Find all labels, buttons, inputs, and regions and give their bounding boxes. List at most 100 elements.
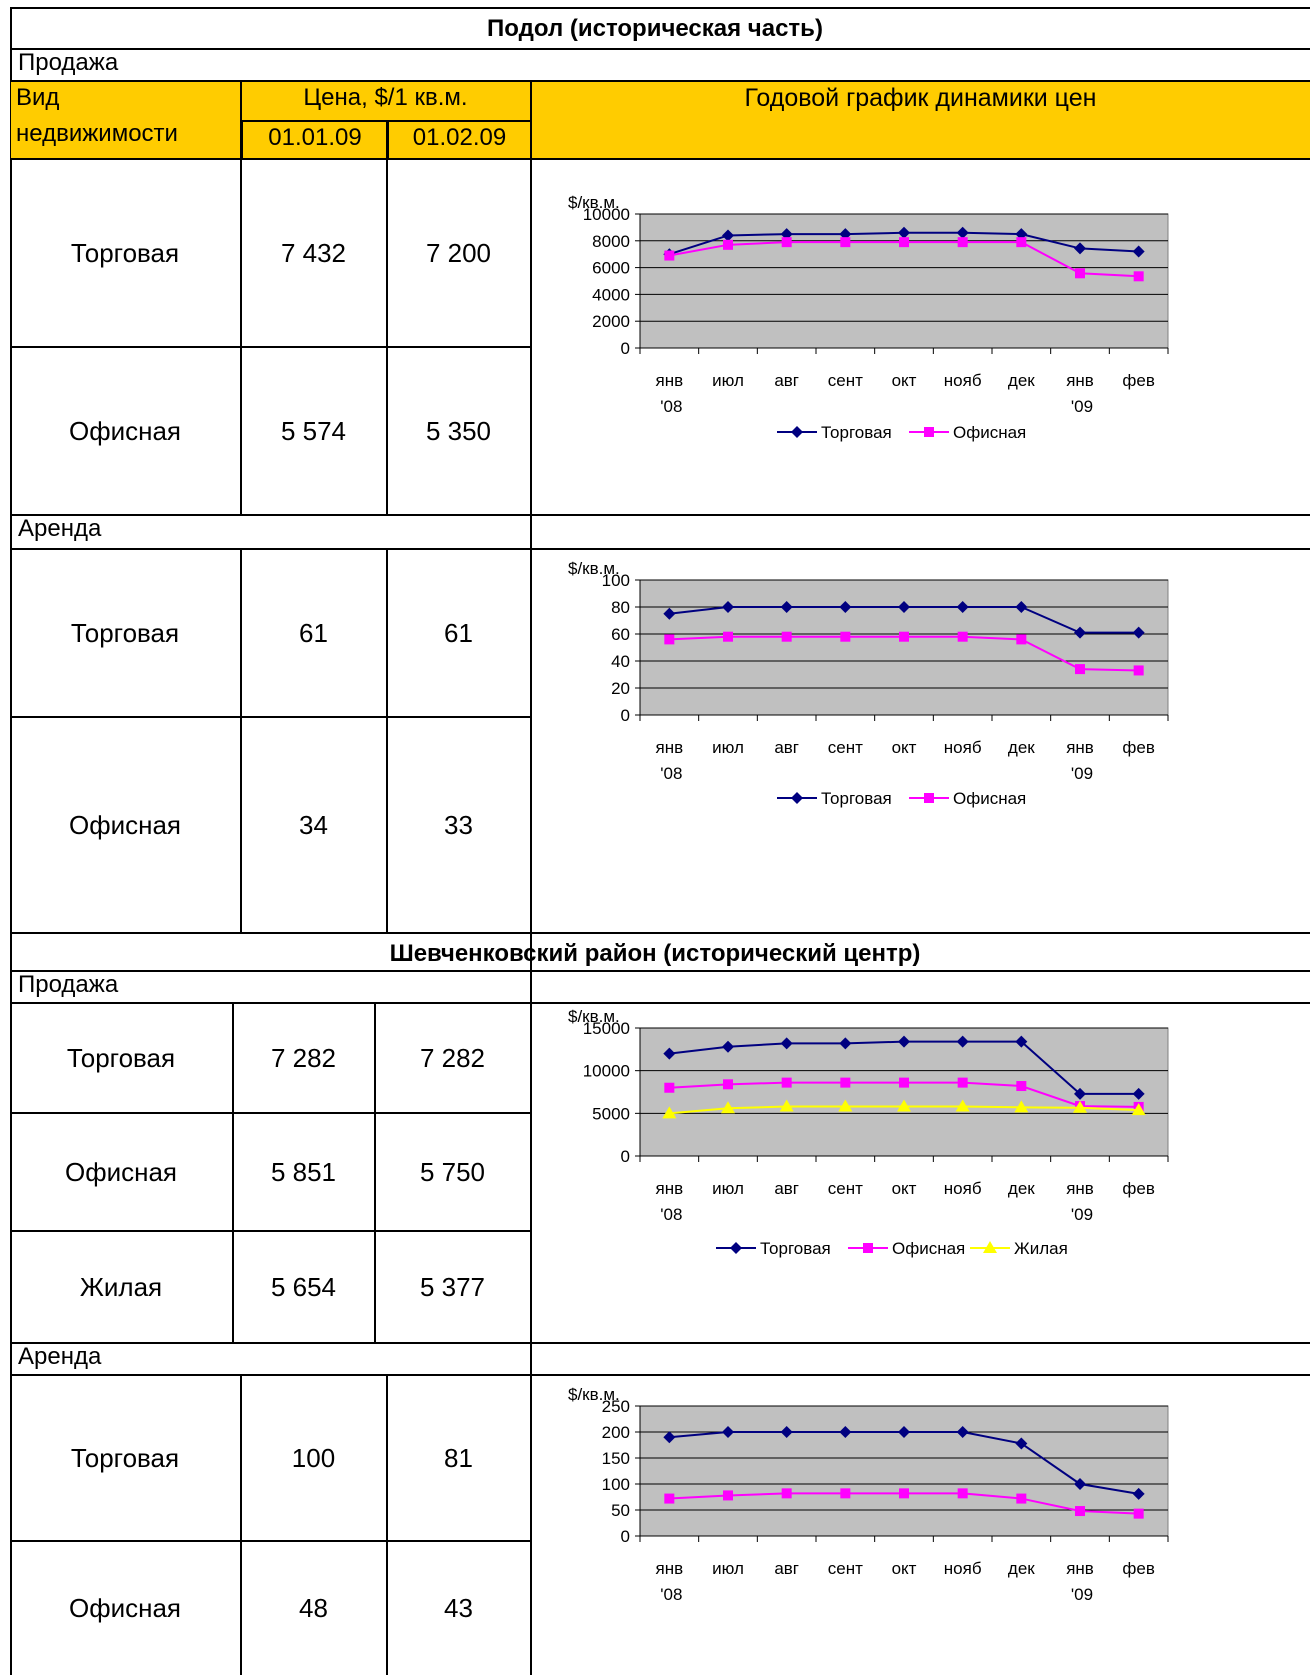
data-point xyxy=(1074,242,1086,255)
data-point xyxy=(780,1426,793,1438)
header-date-1: 01.01.09 xyxy=(241,120,387,160)
x-tick-label: авг xyxy=(774,1179,799,1198)
y-axis-label: $/кв.м. xyxy=(568,559,620,578)
data-point xyxy=(663,1431,676,1444)
y-tick-label: 8000 xyxy=(592,232,630,251)
divider xyxy=(10,548,1310,550)
data-point xyxy=(1015,1437,1028,1450)
x-tick-label: июл xyxy=(712,371,744,390)
divider xyxy=(240,1374,242,1675)
x-tick-label: фев xyxy=(1122,1179,1154,1198)
x-tick-label: фев xyxy=(1122,1559,1154,1578)
x-tick-label: янв xyxy=(656,1559,684,1578)
header-price: Цена, $/1 кв.м. xyxy=(303,84,468,111)
chart-shevchenko-sale: 0 5000 10000 15000$/кв.м. янв '08 июл авг сент ок… xyxy=(568,1007,1169,1258)
x-tick-label: сент xyxy=(828,738,863,757)
data-point xyxy=(1016,1081,1027,1092)
data-point xyxy=(730,1242,742,1254)
y-tick-label: 4000 xyxy=(592,285,630,304)
x-tick-label: окт xyxy=(892,738,917,757)
data-point xyxy=(791,792,803,804)
data-point xyxy=(779,1099,794,1112)
x-tick-label: янв xyxy=(1066,1559,1094,1578)
data-point xyxy=(840,1488,851,1499)
data-point xyxy=(1075,268,1085,279)
x-tick-label: нояб xyxy=(944,738,982,757)
x-tick-label: '08 xyxy=(660,1585,682,1604)
data-point xyxy=(898,226,910,239)
data-point xyxy=(664,1082,675,1093)
data-point xyxy=(957,1077,968,1088)
divider xyxy=(240,548,242,932)
chart-podol-sale: 0 2000 4000 6000 8000 10000$/кв.м. янв '08 июл ав… xyxy=(568,193,1169,442)
data-point xyxy=(723,1079,733,1090)
data-point xyxy=(898,601,910,613)
row-value-2: 5 750 xyxy=(419,1156,486,1187)
data-point xyxy=(840,631,851,642)
data-point xyxy=(956,601,969,613)
row-value-2: 7 282 xyxy=(419,1042,486,1073)
data-point xyxy=(983,1241,997,1253)
y-tick-label: 10000 xyxy=(583,205,630,224)
y-axis-label: $/кв.м. xyxy=(568,1385,620,1404)
row-value-2: 33 xyxy=(444,809,473,840)
header-date-2: 01.02.09 xyxy=(387,120,530,160)
data-point xyxy=(1132,1487,1145,1500)
rent-label: Аренда xyxy=(18,1343,102,1370)
divider xyxy=(386,120,388,514)
x-tick-label: авг xyxy=(774,1559,799,1578)
divider xyxy=(10,346,530,348)
data-point xyxy=(722,229,734,242)
data-point xyxy=(839,601,852,613)
x-tick-label: янв xyxy=(656,738,684,757)
row-type: Офисная xyxy=(68,809,182,840)
row-value-2: 5 350 xyxy=(425,415,492,446)
y-tick-label: 0 xyxy=(621,1527,630,1546)
data-point xyxy=(1073,1100,1087,1113)
legend-entry: Торговая xyxy=(821,423,892,442)
x-tick-label: нояб xyxy=(944,1559,982,1578)
data-point xyxy=(1015,228,1028,241)
y-tick-label: 15000 xyxy=(583,1019,630,1038)
divider xyxy=(10,716,530,718)
data-point xyxy=(899,631,909,642)
data-point xyxy=(781,631,792,642)
data-point xyxy=(781,1488,792,1499)
y-tick-label: 0 xyxy=(621,339,630,358)
legend-entry: Торговая xyxy=(821,789,892,808)
data-point xyxy=(839,228,852,241)
data-point xyxy=(840,237,851,248)
data-point xyxy=(664,634,675,645)
row-value-1: 5 574 xyxy=(280,415,347,446)
divider xyxy=(240,80,242,514)
row-type: Офисная xyxy=(64,1156,178,1187)
x-tick-label: июл xyxy=(712,1559,744,1578)
data-point xyxy=(1014,1100,1029,1113)
divider xyxy=(10,514,1310,516)
y-tick-label: 200 xyxy=(602,1423,630,1442)
row-value-1: 5 851 xyxy=(270,1156,337,1187)
x-tick-label: '08 xyxy=(660,1205,682,1224)
data-point xyxy=(723,631,733,642)
row-value-1: 7 432 xyxy=(280,237,347,268)
data-point xyxy=(1075,1506,1085,1517)
plot-area xyxy=(639,1405,1169,1537)
data-point xyxy=(781,1077,792,1088)
data-point xyxy=(839,1037,852,1050)
x-tick-label: '09 xyxy=(1071,1205,1093,1224)
data-point xyxy=(1132,245,1145,258)
divider xyxy=(374,1002,376,1342)
legend-entry: Офисная xyxy=(953,789,1026,808)
divider xyxy=(10,1374,1310,1376)
row-type: Торговая xyxy=(66,1042,176,1073)
x-tick-label: янв xyxy=(1066,1179,1094,1198)
x-tick-label: окт xyxy=(892,1559,917,1578)
x-tick-label: '09 xyxy=(1071,397,1093,416)
data-point xyxy=(956,226,969,239)
x-tick-label: авг xyxy=(774,371,799,390)
divider xyxy=(10,1230,530,1232)
table-frame xyxy=(10,7,1310,1675)
legend-entry: Жилая xyxy=(1014,1239,1068,1258)
divider xyxy=(10,80,1310,82)
x-tick-label: фев xyxy=(1122,738,1154,757)
